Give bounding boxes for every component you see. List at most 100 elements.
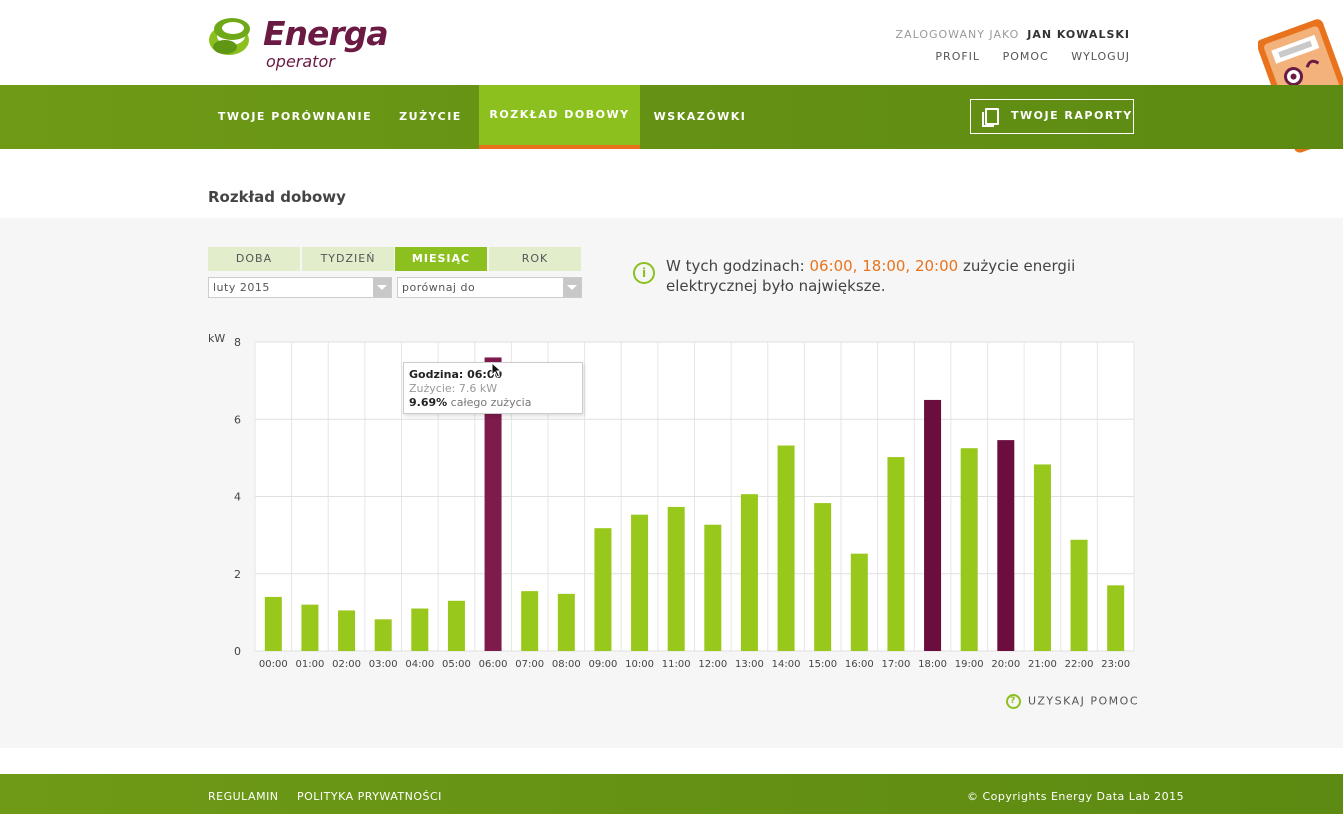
chevron-down-icon <box>373 278 391 297</box>
tooltip-percent-value: 9.69% <box>409 396 448 409</box>
tab-day[interactable]: DOBA <box>208 247 300 271</box>
y-tick-label: 2 <box>234 568 241 581</box>
chart-bar[interactable] <box>1070 539 1088 651</box>
x-tick-label: 12:00 <box>698 659 727 670</box>
chart-bar[interactable] <box>667 506 685 651</box>
x-tick-label: 21:00 <box>1028 659 1057 670</box>
x-tick-label: 23:00 <box>1101 659 1130 670</box>
chart-bar[interactable] <box>594 528 612 651</box>
x-tick-label: 04:00 <box>405 659 434 670</box>
tooltip-percent-suffix: całego zużycia <box>450 396 532 409</box>
chart-bar[interactable] <box>704 524 722 651</box>
footer-copyright: © Copyrights Energy Data Lab 2015 <box>967 790 1185 803</box>
get-help-label: UZYSKAJ POMOC <box>1028 694 1140 708</box>
compare-select[interactable]: porównaj do <box>397 277 582 298</box>
chart-bar[interactable] <box>338 610 356 651</box>
period-tabs: DOBA TYDZIEŃ MIESIĄC ROK <box>208 247 582 271</box>
chart-bar[interactable] <box>557 593 575 651</box>
get-help-link[interactable]: ? UZYSKAJ POMOC <box>1006 694 1139 709</box>
x-tick-label: 10:00 <box>625 659 654 670</box>
help-link[interactable]: POMOC <box>1002 50 1049 63</box>
info-icon: i <box>633 262 655 284</box>
peak-info-text: W tych godzinach: 06:00, 18:00, 20:00 zu… <box>666 256 1106 296</box>
x-tick-label: 16:00 <box>845 659 874 670</box>
chart-bar[interactable] <box>374 619 392 651</box>
chart-bar[interactable] <box>1033 464 1051 651</box>
chart-bar[interactable] <box>411 608 429 651</box>
nav-item-comparison[interactable]: TWOJE PORÓWNANIE <box>217 110 373 123</box>
month-select-value: luty 2015 <box>213 281 270 294</box>
x-tick-label: 20:00 <box>991 659 1020 670</box>
question-icon: ? <box>1006 694 1021 709</box>
chart-bar[interactable] <box>924 399 942 651</box>
chart-bar[interactable] <box>740 494 758 651</box>
daily-usage-chart: 0 2 4 6 8 kW 00:00 01:00 02:00 03:00 04:00 05:00 06:… <box>208 332 1135 670</box>
tooltip-hour: Godzina: 06:00 <box>409 368 503 381</box>
x-tick-label: 03:00 <box>369 659 398 670</box>
peak-hours: 06:00, 18:00, 20:00 <box>809 257 959 275</box>
x-tick-label: 13:00 <box>735 659 764 670</box>
chevron-down-icon <box>563 278 581 297</box>
x-tick-label: 17:00 <box>882 659 911 670</box>
month-select[interactable]: luty 2015 <box>208 277 392 298</box>
chart-bar[interactable] <box>997 440 1015 651</box>
x-tick-label: 18:00 <box>918 659 947 670</box>
x-tick-label: 09:00 <box>589 659 618 670</box>
chart-bar[interactable] <box>631 514 649 651</box>
chart-bar[interactable] <box>814 503 832 651</box>
x-tick-label: 07:00 <box>515 659 544 670</box>
chart-bar[interactable] <box>521 591 539 651</box>
chart-bar[interactable] <box>777 445 795 651</box>
logo-wordmark: Energa <box>263 14 389 53</box>
user-name: JAN KOWALSKI <box>1027 28 1130 41</box>
x-tick-label: 11:00 <box>662 659 691 670</box>
energa-swirl-icon <box>209 18 250 55</box>
x-tick-label: 01:00 <box>296 659 325 670</box>
chart-bar[interactable] <box>850 553 868 651</box>
profile-link[interactable]: PROFIL <box>935 50 981 63</box>
footer-terms-link[interactable]: REGULAMIN <box>208 790 279 803</box>
chart-bar[interactable] <box>1107 585 1125 651</box>
tab-week[interactable]: TYDZIEŃ <box>302 247 394 271</box>
x-tick-label: 14:00 <box>772 659 801 670</box>
tab-month[interactable]: MIESIĄC <box>395 247 487 271</box>
nav-item-usage[interactable]: ZUŻYCIE <box>399 110 462 123</box>
peak-info-prefix: W tych godzinach: <box>666 257 805 275</box>
y-tick-label: 4 <box>234 491 241 504</box>
chart-tooltip: Godzina: 06:00 Zużycie: 7.6 kW 9.69% cał… <box>403 362 583 414</box>
user-links: PROFIL POMOC WYLOGUJ <box>896 50 1130 63</box>
chart-bar[interactable] <box>264 596 282 651</box>
x-tick-label: 22:00 <box>1065 659 1094 670</box>
x-tick-label: 15:00 <box>808 659 837 670</box>
document-icon <box>982 108 999 127</box>
x-tick-label: 00:00 <box>259 659 288 670</box>
footer-privacy-link[interactable]: POLITYKA PRYWATNOŚCI <box>297 790 442 803</box>
chart-bar[interactable] <box>960 448 978 651</box>
chart-bar[interactable] <box>484 357 502 651</box>
logout-link[interactable]: WYLOGUJ <box>1071 50 1130 63</box>
energa-logo[interactable]: Energa operator <box>207 12 389 74</box>
y-tick-label: 6 <box>234 413 241 426</box>
chart-bar[interactable] <box>887 457 905 651</box>
logged-as-label: ZALOGOWANY JAKO <box>895 28 1020 41</box>
user-box: ZALOGOWANY JAKO JAN KOWALSKI PROFIL POMOC… <box>896 28 1130 63</box>
logo-subtitle: operator <box>266 52 335 71</box>
y-tick-label: 8 <box>234 336 241 349</box>
chart-bar[interactable] <box>301 604 319 651</box>
x-tick-label: 06:00 <box>479 659 508 670</box>
tooltip-percent: 9.69% całego zużycia <box>409 396 577 410</box>
main-nav: TWOJE PORÓWNANIE ZUŻYCIE ROZKŁAD DOBOWY … <box>0 85 1343 149</box>
y-axis-label: kW <box>208 332 225 345</box>
nav-item-tips[interactable]: WSKAZÓWKI <box>653 110 747 123</box>
reports-button[interactable]: TWOJE RAPORTY <box>970 99 1134 134</box>
nav-item-daily-distribution[interactable]: ROZKŁAD DOBOWY <box>479 85 640 149</box>
chart-bar[interactable] <box>447 600 465 651</box>
x-tick-label: 08:00 <box>552 659 581 670</box>
compare-select-value: porównaj do <box>402 281 476 294</box>
tab-year[interactable]: ROK <box>489 247 581 271</box>
mouse-cursor-icon <box>491 362 503 378</box>
user-line: ZALOGOWANY JAKO JAN KOWALSKI <box>896 28 1130 41</box>
reports-button-label: TWOJE RAPORTY <box>1011 109 1133 122</box>
header: Energa operator ZALOGOWANY JAKO JAN KOWAL… <box>0 0 1343 153</box>
